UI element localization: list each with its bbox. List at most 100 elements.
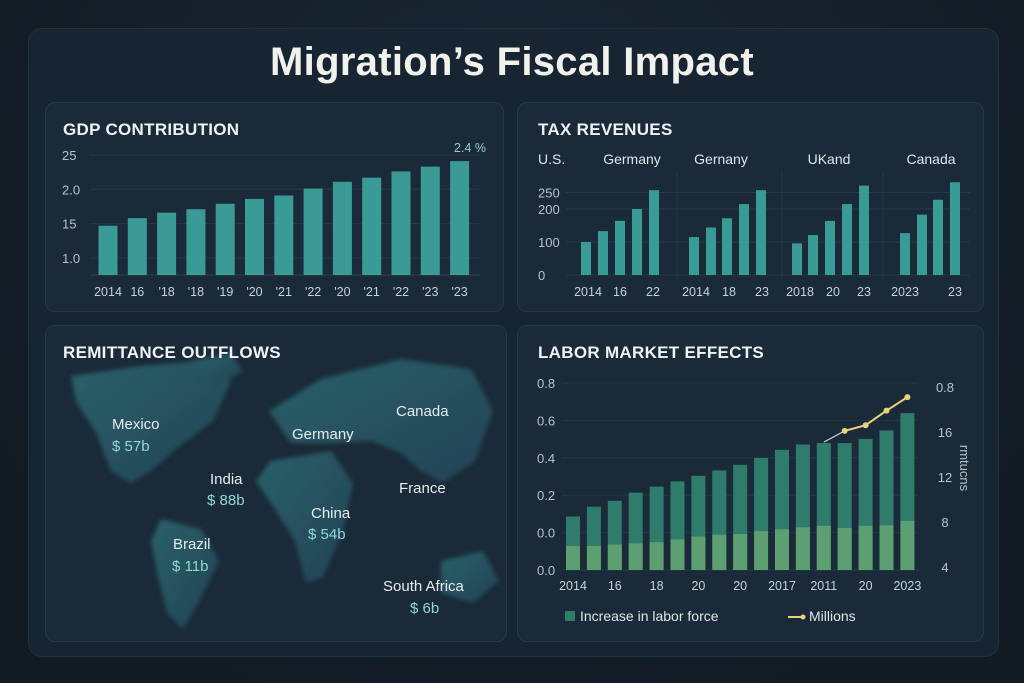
group-label: UKand: [808, 151, 851, 167]
map-value-brazil: $ 11b: [172, 558, 209, 575]
y-tick-label: 1.0: [62, 251, 80, 266]
y2-tick-label: 8: [941, 515, 948, 530]
y-tick-label: 0: [538, 268, 545, 283]
y-tick-label: 0.6: [537, 413, 555, 428]
labor-bar-lower: [858, 525, 873, 570]
tax-bar: [598, 231, 608, 275]
legend-label-millions: Millions: [809, 608, 856, 624]
x-tick-label: 20: [859, 579, 873, 593]
legend-swatch-point: [800, 614, 806, 620]
tax-bar: [842, 204, 852, 275]
page-title: Migration’s Fiscal Impact: [270, 40, 754, 84]
gdp-bar: [274, 195, 294, 275]
tax-bar: [808, 235, 818, 275]
map-label-brazil: Brazil: [173, 536, 211, 553]
australia-shape: [441, 551, 499, 603]
x-tick-label: '21: [364, 285, 380, 299]
africa-shape: [256, 451, 353, 583]
y2-tick-label: 4: [941, 560, 948, 575]
y-tick-label: 0.4: [537, 451, 555, 466]
legend-label-labor: Increase in labor force: [580, 608, 719, 624]
map-label-south-africa: South Africa: [383, 578, 464, 595]
map-value-mexico: $ 57b: [112, 438, 150, 455]
labor-bar-lower: [837, 527, 852, 570]
y-tick-label: 2.0: [62, 182, 80, 197]
x-tick-label: 2018: [786, 285, 814, 299]
gdp-bar: [215, 203, 235, 275]
south-america-shape: [151, 519, 219, 629]
tax-bar: [933, 199, 943, 275]
gdp-bar: [157, 212, 177, 275]
labor-bar-lower: [628, 543, 643, 570]
x-tick-label: '21: [276, 285, 292, 299]
tax-bar: [689, 237, 699, 275]
gdp-bar: [450, 161, 470, 275]
x-tick-label: 2023: [893, 579, 921, 593]
tax-bar: [722, 218, 732, 275]
x-tick-label: 2014: [682, 285, 710, 299]
x-tick-label: 2014: [574, 285, 602, 299]
map-label-canada: Canada: [396, 403, 449, 420]
x-tick-label: '22: [393, 285, 409, 299]
line-point: [904, 394, 911, 401]
labor-bar-lower: [607, 544, 622, 570]
x-tick-label: 20: [733, 579, 747, 593]
tax-bar: [859, 185, 869, 275]
x-tick-label: '22: [305, 285, 321, 299]
tax-bar: [615, 220, 625, 275]
x-tick-label: 2023: [891, 285, 919, 299]
map-label-india: India: [210, 471, 243, 488]
x-tick-label: 20: [826, 285, 840, 299]
labor-bar-lower: [795, 527, 810, 570]
labor-bar-lower: [816, 525, 831, 570]
x-tick-label: 23: [857, 285, 871, 299]
labor-bar-lower: [775, 529, 789, 570]
gdp-bar: [391, 171, 411, 275]
x-tick-label: 16: [608, 579, 622, 593]
x-tick-label: '18: [158, 285, 174, 299]
line-point: [841, 427, 848, 434]
map-value-india: $ 88b: [207, 492, 245, 509]
labor-bar-lower: [900, 520, 915, 570]
tax-bar: [792, 243, 802, 275]
x-tick-label: 16: [130, 285, 144, 299]
y-tick-label: 0.2: [537, 488, 555, 503]
y2-tick-label: 0.8: [936, 380, 954, 395]
labor-bar-lower: [733, 534, 748, 570]
y-tick-label: 25: [62, 148, 76, 163]
labor-title: LABOR MARKET EFFECTS: [538, 343, 765, 362]
gdp-bar: [186, 209, 206, 275]
tax-bar: [581, 242, 591, 275]
y2-axis-title: rmtucns: [957, 445, 972, 492]
group-label: Canada: [906, 151, 955, 167]
map-label-germany: Germany: [292, 426, 354, 443]
x-tick-label: 18: [722, 285, 736, 299]
gdp-bar: [362, 177, 382, 275]
line-point: [862, 422, 869, 429]
map-label-china: China: [311, 505, 351, 522]
legend-swatch-labor: [565, 611, 575, 621]
x-tick-label: 18: [650, 579, 664, 593]
labor-bar-lower: [649, 542, 664, 570]
gdp-bar: [420, 166, 440, 275]
y-tick-label: 0.0: [537, 526, 555, 541]
tax-panel: [517, 102, 984, 312]
tax-bar: [632, 209, 642, 275]
labor-bar-lower: [712, 534, 727, 570]
eurasia-shape: [269, 359, 493, 483]
map-value-south-africa: $ 6b: [410, 600, 440, 617]
x-tick-label: '20: [246, 285, 262, 299]
tax-bar: [739, 204, 749, 275]
line-point: [883, 407, 890, 414]
x-tick-label: 2017: [768, 579, 796, 593]
x-tick-label: 23: [755, 285, 769, 299]
tax-title: TAX REVENUES: [538, 120, 673, 139]
map-label-france: France: [399, 480, 446, 497]
north-america-shape: [71, 361, 231, 483]
y2-tick-label: 16: [938, 425, 952, 440]
world-map: [71, 353, 499, 629]
tax-bar: [706, 227, 716, 275]
